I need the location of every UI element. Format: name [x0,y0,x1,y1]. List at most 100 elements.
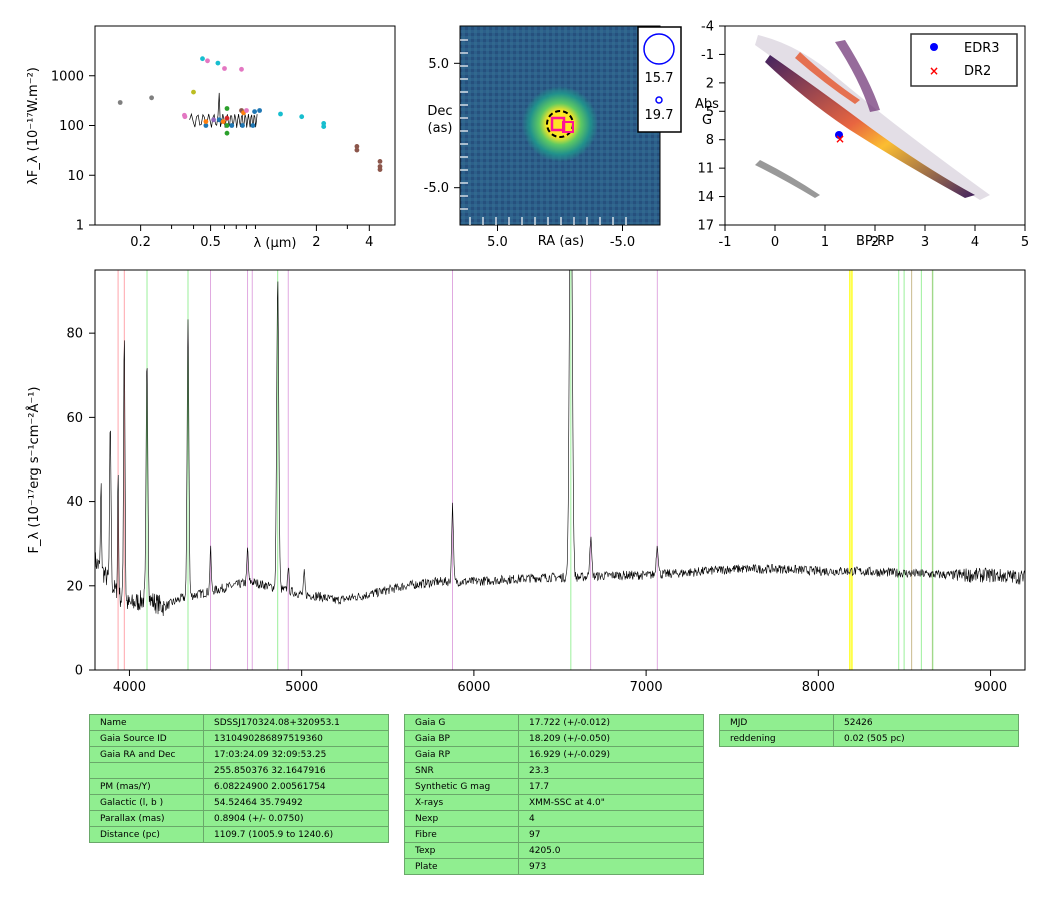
sed-point [216,117,222,123]
sed-ytick-label: 1 [76,219,84,234]
table-row: Parallax (mas) 0.8904 (+/- 0.0750) [89,810,389,827]
table-value: 4205.0 [518,842,704,859]
sed-point [224,123,230,128]
legend-dr2-label: DR2 [964,64,991,79]
sed-point [191,89,196,95]
sed-point [244,108,249,113]
table-row: Gaia G 17.722 (+/-0.012) [404,714,704,731]
legend-large-circle [643,33,675,65]
table-value: XMM-SSC at 4.0" [518,794,704,811]
sed-point [203,119,209,124]
spectrum-ytick-label: 20 [66,579,83,594]
image-xtick-label: 5.0 [487,235,508,250]
table-row: Gaia BP 18.209 (+/-0.050) [404,730,704,747]
sed-point [224,106,230,111]
sed-point [117,100,123,105]
table-row: Synthetic G mag 17.7 [404,778,704,795]
sed-point [205,58,210,64]
hrd-panel: × -1 0 1 2 3 4 5 -4 -1 2 5 8 11 14 17 EDR3 × DR2 BP-RP… [695,20,1029,251]
image-ylabel-line1: Dec [427,104,452,119]
sed-point [354,147,360,153]
table-key: PM (mas/Y) [89,778,204,795]
legend-edr3-label: EDR3 [964,41,1000,56]
table-value: 17.7 [518,778,704,795]
table-value: 973 [518,858,704,875]
hrd-xtick-label: 5 [1021,235,1029,250]
sed-xtick-label: 2 [312,235,320,250]
table-value: 17.722 (+/-0.012) [518,714,704,731]
hrd-xtick-label: 3 [921,235,929,250]
image-ylabel-line2: (as) [428,121,453,136]
table-row: X-rays XMM-SSC at 4.0" [404,794,704,811]
sed-xtick-label: 4 [365,235,373,250]
sed-ytick-label: 10 [67,169,84,184]
table-key: Texp [404,842,519,859]
table-row: reddening 0.02 (505 pc) [719,730,1019,747]
sed-xtick-label: 0.5 [200,235,221,250]
sed-point [239,66,244,72]
hrd-xlabel: BP-RP [856,234,894,249]
table-key: Galactic (l, b ) [89,794,204,811]
spectrum-axes-frame [94,269,1026,671]
source-blob [522,86,598,162]
image-xtick-label: -5.0 [610,235,635,250]
sed-point [203,123,209,128]
sed-point [299,114,305,120]
table-value: 54.52464 35.79492 [203,794,389,811]
image-xlabel: RA (as) [538,234,584,249]
hrd-xtick-label: -1 [719,235,732,250]
spectrum-ytick-label: 40 [66,495,83,510]
sed-point [215,60,221,66]
hrd-ylabel-line2: G [702,113,712,128]
sed-point [252,109,257,114]
sed-point [377,159,383,164]
sed-panel: 0.2 0.5 2 4 1 10 100 1000 λ (μm) λF_λ (10⁻¹⁷W.m… [26,25,396,251]
table-value: 0.02 (505 pc) [833,730,1019,747]
table-key: X-rays [404,794,519,811]
sed-axes-frame [94,25,396,226]
table-row: SNR 23.3 [404,762,704,779]
table-key: SNR [404,762,519,779]
table-key: Gaia G [404,714,519,731]
table-key: Gaia BP [404,730,519,747]
spectrum-ytick-label: 80 [66,327,83,342]
table-key: Synthetic G mag [404,778,519,795]
sed-point [149,95,155,101]
legend-label-1: 15.7 [645,71,674,86]
image-ytick-label: 5.0 [428,57,449,72]
table-key: reddening [719,730,834,747]
table-key [89,762,204,779]
table-row: PM (mas/Y) 6.08224900 2.00561754 [89,778,389,795]
table-row: Plate 973 [404,858,704,875]
sed-point [278,111,283,117]
spectrum-ytick-label: 60 [66,411,83,426]
hrd-ytick-label: -4 [701,20,714,35]
table-row: Fibre 97 [404,826,704,843]
table-key: Gaia RA and Dec [89,746,204,763]
table-key: Nexp [404,810,519,827]
table-value: 17:03:24.09 32:09:53.25 [203,746,389,763]
hrd-legend: EDR3 × DR2 [910,33,1018,87]
sed-point [354,144,360,149]
legend-edr3-marker [930,43,938,51]
spectrum-xtick-label: 6000 [457,680,490,695]
hrd-ytick-label: 8 [706,133,714,148]
table-key: Plate [404,858,519,875]
hrd-xtick-label: 2 [871,235,879,250]
table-value: 16.929 (+/-0.029) [518,746,704,763]
table-row: Gaia Source ID 1310490286897519360 [89,730,389,747]
image-panel: 5.0 -5.0 5.0 -5.0 15.7 19.7 RA (as) Dec (as… [424,25,682,250]
table-key: Distance (pc) [89,826,204,843]
hrd-xtick-label: 4 [971,235,979,250]
sed-point [257,108,262,113]
spectrum-ytick-label: 0 [75,664,83,679]
spectrum-ylabel: F_λ (10⁻¹⁷erg s⁻¹cm⁻²Å⁻¹) [26,387,42,554]
table-row: Gaia RP 16.929 (+/-0.029) [404,746,704,763]
sed-point [377,167,383,173]
table-row: Texp 4205.0 [404,842,704,859]
hrd-ytick-label: 5 [706,105,714,120]
hrd-ytick-label: -1 [701,48,714,63]
table-value: 1310490286897519360 [203,730,389,747]
spectrum-xtick-label: 4000 [113,680,146,695]
